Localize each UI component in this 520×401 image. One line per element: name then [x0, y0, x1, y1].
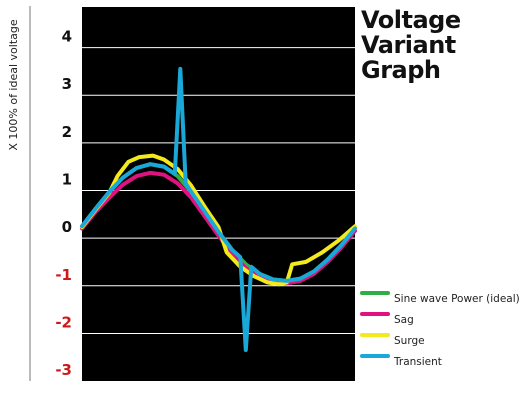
series-line-transient: [80, 66, 357, 352]
chart-title-line-2: Variant: [361, 31, 456, 59]
chart-title: Voltage Variant Graph: [361, 8, 511, 83]
y-tick-labels: 4 3 2 1 0 -1 -2 -3: [55, 28, 72, 380]
legend: Sine wave Power (ideal) Sag Surge Transi…: [358, 290, 520, 374]
y-tick-label: -1: [55, 266, 72, 284]
y-tick-label: 4: [62, 28, 72, 46]
legend-label-sag: Sag: [394, 314, 414, 326]
y-axis-label: X 100% of ideal voltage: [7, 19, 20, 151]
legend-item-transient: Transient: [358, 353, 518, 374]
legend-label-transient: Transient: [394, 356, 442, 368]
legend-swatch-transient: [360, 354, 390, 358]
series-line-surge: [80, 153, 357, 287]
y-tick-label: -3: [55, 361, 72, 379]
legend-item-sag: Sag: [358, 311, 518, 332]
y-tick-label: 1: [62, 171, 72, 189]
legend-item-surge: Surge: [358, 332, 518, 353]
y-tick-label: 0: [62, 218, 72, 236]
chart-title-line-3: Graph: [361, 56, 441, 84]
legend-swatch-surge: [360, 333, 390, 337]
chart-title-line-1: Voltage: [361, 6, 461, 34]
legend-label-surge: Surge: [394, 335, 425, 347]
legend-item-sine: Sine wave Power (ideal): [358, 290, 520, 311]
legend-swatch-sine: [360, 291, 390, 295]
y-tick-label: 3: [62, 75, 72, 93]
legend-swatch-sag: [360, 312, 390, 316]
y-tick-label: -2: [55, 313, 72, 331]
legend-label-sine: Sine wave Power (ideal): [394, 293, 520, 305]
plot-area: [82, 7, 355, 381]
series-lines: [80, 66, 357, 352]
series-line-sag: [80, 170, 357, 286]
y-tick-label: 2: [62, 123, 72, 141]
